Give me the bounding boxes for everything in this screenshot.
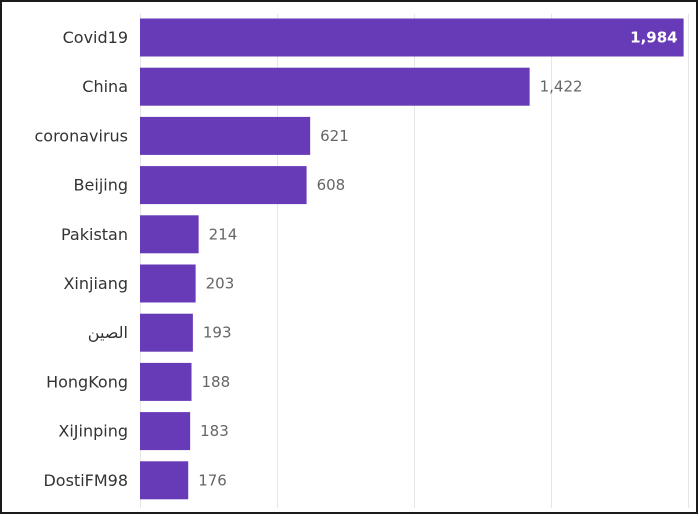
bar-5[interactable]: [140, 264, 196, 303]
value-label: 1,984: [630, 29, 677, 47]
value-label: 1,422: [540, 78, 583, 96]
category-label: Xinjiang: [63, 274, 128, 293]
category-label: DostiFM98: [43, 471, 128, 490]
category-label: China: [82, 77, 128, 96]
category-label: Covid19: [63, 28, 128, 47]
bar-1[interactable]: [140, 67, 530, 106]
bars: [140, 18, 684, 500]
bar-2[interactable]: [140, 116, 311, 155]
value-label: 188: [202, 373, 231, 391]
bar-7[interactable]: [140, 362, 192, 401]
value-label: 176: [198, 471, 227, 489]
category-label: XiJinping: [58, 422, 128, 441]
bar-4[interactable]: [140, 215, 199, 254]
category-label: HongKong: [46, 372, 128, 391]
bar-9[interactable]: [140, 461, 189, 500]
value-labels: 1,984 1,422 621 608 214 203 193 188 183 176: [198, 29, 677, 490]
value-label: 608: [317, 176, 346, 194]
category-label: Beijing: [74, 176, 128, 195]
category-label: Pakistan: [61, 225, 128, 244]
bar-0[interactable]: [140, 18, 684, 57]
category-label: الصين: [88, 323, 128, 343]
value-label: 193: [203, 324, 232, 342]
bar-3[interactable]: [140, 166, 307, 205]
category-labels: Covid19 China coronavirus Beijing Pakistan Xi…: [34, 28, 128, 490]
value-label: 214: [209, 225, 238, 243]
bar-6[interactable]: [140, 313, 193, 352]
value-label: 621: [320, 127, 349, 145]
value-label: 183: [200, 422, 229, 440]
value-label: 203: [206, 275, 235, 293]
bar-8[interactable]: [140, 412, 191, 451]
category-label: coronavirus: [34, 126, 128, 145]
